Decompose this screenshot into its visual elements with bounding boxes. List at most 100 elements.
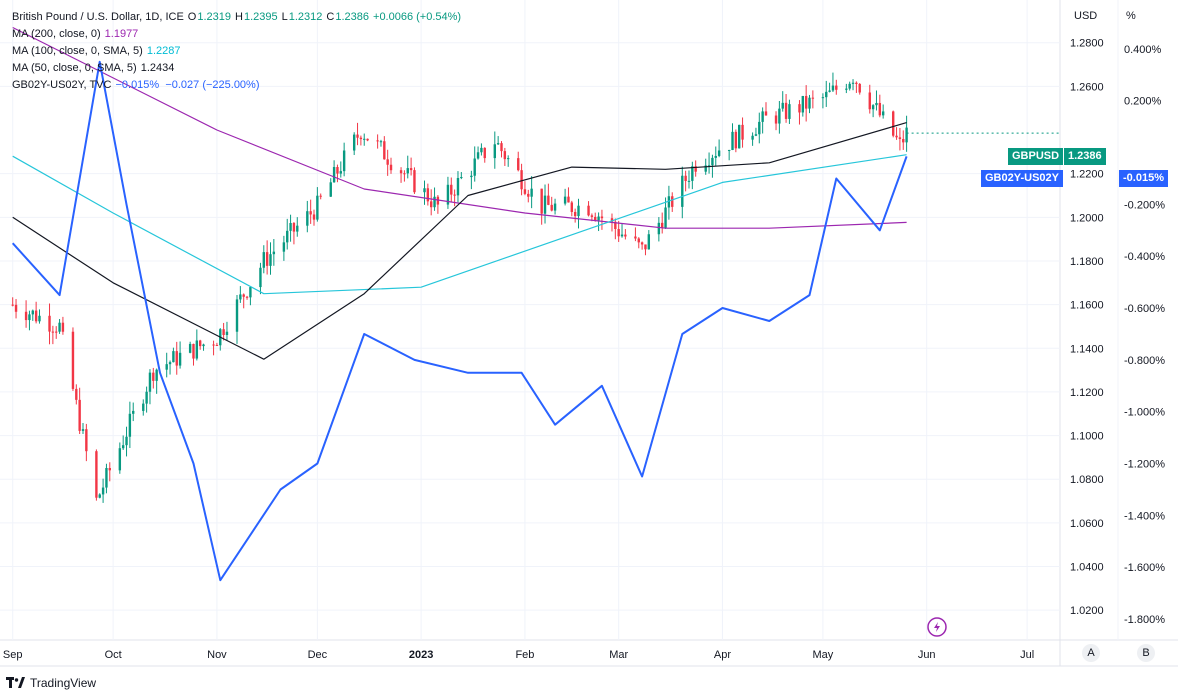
candle-body <box>212 344 215 346</box>
price-tick-label: 1.1800 <box>1070 256 1104 268</box>
candle-body <box>128 413 132 437</box>
candle-body <box>717 150 721 156</box>
candle-body <box>436 196 440 205</box>
gbpusd-price-badge: GBPUSD <box>1008 148 1064 165</box>
candle-body <box>761 111 764 122</box>
candle-body <box>31 310 34 315</box>
time-tick-label: Jul <box>1020 649 1034 661</box>
time-tick-label: Sep <box>3 649 23 661</box>
candle-body <box>851 82 855 84</box>
candle-body <box>587 205 590 216</box>
candle-body <box>202 344 205 347</box>
candle-body <box>902 139 905 143</box>
candle-body <box>148 372 152 392</box>
candle-body <box>694 166 697 172</box>
ma200-line <box>12 26 907 229</box>
candle-body <box>235 299 239 332</box>
time-tick-label: Jun <box>918 649 936 661</box>
chart-pane[interactable] <box>0 0 1060 640</box>
candle-body <box>614 221 617 230</box>
candle-body <box>426 188 430 202</box>
candle-body <box>336 167 339 174</box>
candle-body <box>34 310 38 322</box>
price-tick-label: 1.1200 <box>1070 387 1104 399</box>
candle-body <box>711 157 714 166</box>
percent-axis-unit: % <box>1126 10 1136 22</box>
time-tick-label: Oct <box>105 649 122 661</box>
candle-body <box>731 131 734 150</box>
candle-body <box>738 124 741 149</box>
legend-ma200-row[interactable]: MA (200, close, 0) 1.1977 <box>12 26 461 43</box>
lightning-icon[interactable] <box>927 617 947 637</box>
price-tick-label: 1.1400 <box>1070 343 1104 355</box>
candle-body <box>282 242 286 252</box>
symbol-title[interactable]: British Pound / U.S. Dollar, 1D, ICE <box>12 11 184 23</box>
candle-body <box>85 429 88 452</box>
candle-body <box>845 88 848 90</box>
legend-ma50-row[interactable]: MA (50, close, 0, SMA, 5) 1.2434 <box>12 60 461 77</box>
candle-body <box>493 144 497 159</box>
candle-body <box>594 216 597 221</box>
candle-body <box>152 372 155 381</box>
gbpusd-value-badge: 1.2386 <box>1064 148 1106 165</box>
candle-body <box>553 203 557 211</box>
spread-label: GB02Y-US02Y, TVC <box>12 79 112 91</box>
candle-body <box>714 155 717 158</box>
candle-body <box>272 251 276 255</box>
footer-brand[interactable]: TradingView <box>6 676 96 690</box>
candle-body <box>175 351 178 366</box>
candle-body <box>165 364 168 370</box>
candle-body <box>225 331 229 335</box>
price-tick-label: 1.0800 <box>1070 474 1104 486</box>
candle-body <box>399 170 403 174</box>
spread-badge-value: -0.015% <box>1123 172 1164 184</box>
time-tick-label: May <box>813 649 834 661</box>
series-lines <box>11 26 1060 582</box>
candle-body <box>75 388 78 400</box>
ma100-line <box>12 154 907 295</box>
candle-body <box>38 315 41 322</box>
candle-body <box>500 143 503 152</box>
open-label: O <box>187 11 197 23</box>
candle-body <box>540 188 543 214</box>
ma50-line <box>12 122 907 360</box>
candle-body <box>811 97 815 99</box>
candle-body <box>781 102 784 109</box>
candle-body <box>101 487 105 495</box>
price-tick-label: 1.2200 <box>1070 169 1104 181</box>
candle-body <box>142 403 145 411</box>
candle-body <box>691 166 694 181</box>
candle-body <box>517 158 520 171</box>
price-axis-labels: 1.2800 1.2600 1.2200 1.2000 1.1800 1.1600 1.14… <box>1070 38 1104 617</box>
b-scale-button[interactable]: B <box>1137 644 1155 662</box>
candle-body <box>11 304 14 306</box>
open-value: 1.2319 <box>197 11 232 23</box>
candle-body <box>875 102 878 106</box>
high-label: H <box>235 11 243 23</box>
high-value: 1.2395 <box>243 11 278 23</box>
candle-body <box>476 152 480 159</box>
candle-body <box>296 225 299 232</box>
candle-body <box>624 234 627 237</box>
candle-body <box>848 83 851 89</box>
percent-tick-label: -0.600% <box>1124 303 1165 315</box>
candle-body <box>506 158 510 160</box>
spread-line <box>11 60 908 582</box>
candle-body <box>480 147 483 153</box>
candle-body <box>239 294 242 300</box>
candle-body <box>312 214 316 220</box>
candle-body <box>446 184 450 205</box>
candle-body <box>871 105 875 110</box>
candle-body <box>423 188 426 193</box>
legend-spread-row[interactable]: GB02Y-US02Y, TVC −0.015% −0.027 (−225.00… <box>12 77 461 94</box>
auto-scale-button[interactable]: A <box>1082 644 1100 662</box>
ma100-value: 1.2287 <box>146 45 181 57</box>
candle-body <box>262 252 265 268</box>
candle-body <box>289 223 292 231</box>
candle-body <box>413 170 416 193</box>
legend-ma100-row[interactable]: MA (100, close, 0, SMA, 5) 1.2287 <box>12 43 461 60</box>
candle-body <box>895 135 898 138</box>
b-scale-label: B <box>1142 647 1150 659</box>
low-label: L <box>281 11 288 23</box>
